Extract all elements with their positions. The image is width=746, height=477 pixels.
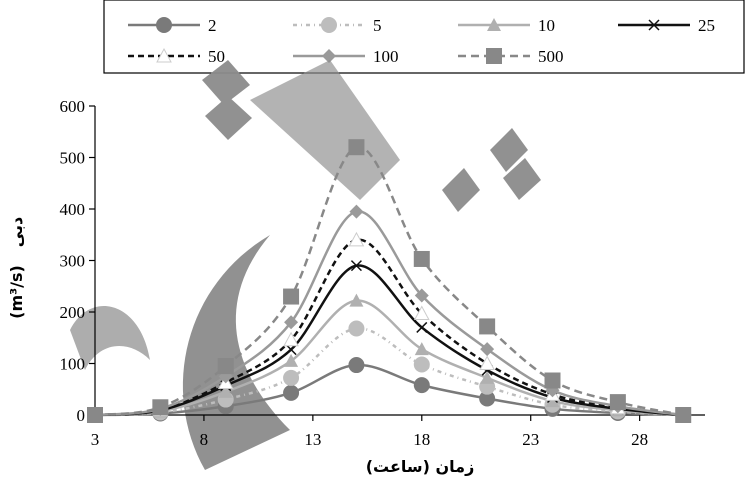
watermark-diamond: [490, 128, 528, 172]
y-tick-label: 100: [60, 355, 86, 374]
series-2: [87, 357, 692, 423]
marker-stroke: [648, 19, 660, 31]
legend-marker: [486, 48, 502, 64]
watermark-wave: [70, 306, 150, 370]
legend-marker: [156, 47, 172, 63]
legend-box: [103, 0, 745, 74]
legend-entry-100: 100: [293, 47, 399, 66]
data-point-500: [152, 399, 169, 416]
data-point-25: [416, 321, 428, 333]
y-tick-label: 500: [60, 149, 86, 168]
legend-label: 25: [698, 16, 715, 35]
data-point-10: [480, 370, 495, 384]
series-group: [87, 139, 692, 423]
data-point-50: [479, 355, 495, 370]
data-point-500: [283, 288, 300, 305]
data-point-5: [283, 369, 300, 386]
data-point-500: [348, 139, 365, 156]
ticks: 0 100 200 300 400 500 600 3 8 13 18 23 28: [60, 97, 649, 449]
marker-stroke: [416, 321, 428, 333]
marker-stroke: [350, 260, 362, 272]
legend-label: 2: [208, 16, 217, 35]
series-line-100: [94, 210, 684, 417]
data-point-10: [218, 384, 233, 398]
data-point-500: [413, 250, 430, 267]
watermark-diamond: [442, 168, 480, 212]
series-line-50: [94, 238, 684, 417]
data-point-100: [480, 342, 495, 357]
y-tick-label: 0: [77, 406, 86, 425]
x-tick-label: 3: [91, 430, 100, 449]
data-point-10: [349, 293, 364, 307]
data-point-500: [544, 372, 561, 389]
legend-label: 100: [373, 47, 399, 66]
legend-entry-10: 10: [458, 16, 555, 35]
data-point-500: [479, 318, 496, 335]
legend-label: 10: [538, 16, 555, 35]
data-point-5: [413, 356, 430, 373]
legend-label: 500: [538, 47, 564, 66]
data-point-50: [283, 331, 299, 347]
legend-marker: [156, 17, 172, 33]
watermark-diamond: [205, 96, 252, 140]
legend-marker: [648, 19, 660, 31]
data-point-100: [414, 288, 429, 303]
watermark-diamond: [503, 158, 541, 200]
data-point-10: [284, 353, 299, 367]
y-tick-label: 300: [60, 252, 86, 271]
data-point-25: [350, 260, 362, 272]
series-line-2: [94, 363, 684, 417]
series-500: [87, 139, 692, 423]
data-point-2: [413, 377, 430, 394]
x-axis-title: زمان (ساعت): [366, 457, 475, 476]
series-100: [88, 204, 691, 422]
y-tick-label: 400: [60, 200, 86, 219]
legend-entry-50: 50: [128, 47, 225, 66]
data-point-500: [217, 358, 234, 375]
series-line-10: [94, 299, 684, 417]
data-point-500: [609, 394, 626, 411]
x-tick-label: 13: [304, 430, 321, 449]
legend-label: 5: [373, 16, 382, 35]
x-tick-label: 28: [631, 430, 648, 449]
data-point-5: [348, 320, 365, 337]
legend-label: 50: [208, 47, 225, 66]
legend-marker: [322, 49, 336, 63]
x-tick-label: 18: [413, 430, 430, 449]
series-line-500: [94, 145, 684, 417]
watermark-shapes: [70, 60, 541, 470]
legend-entry-500: 500: [458, 47, 564, 66]
legend-marker: [321, 17, 337, 33]
watermark-diamond: [202, 60, 250, 105]
data-point-2: [479, 390, 496, 407]
y-axis-unit: (m³/s): [7, 265, 26, 319]
data-point-100: [349, 204, 364, 219]
data-point-10: [414, 342, 429, 356]
x-tick-label: 23: [522, 430, 539, 449]
data-point-100: [284, 315, 299, 330]
series-25: [89, 260, 689, 421]
legend-marker: [487, 18, 501, 31]
watermark-arc: [182, 235, 290, 470]
series-50: [87, 231, 692, 422]
watermark-blob: [250, 60, 400, 200]
data-point-50: [348, 231, 365, 247]
legend-entry-25: 25: [618, 16, 715, 35]
y-axis-title: دبی: [7, 217, 26, 247]
data-point-2: [348, 357, 365, 374]
y-tick-label: 600: [60, 97, 86, 116]
legend-entry-2: 2: [128, 16, 217, 35]
legend-entry-5: 5: [293, 16, 382, 35]
data-point-50: [413, 305, 430, 321]
data-point-500: [675, 407, 692, 423]
data-point-500: [87, 407, 103, 423]
y-tick-label: 200: [60, 303, 86, 322]
series-line-25: [94, 264, 684, 417]
data-point-2: [283, 384, 300, 401]
x-tick-label: 8: [200, 430, 209, 449]
